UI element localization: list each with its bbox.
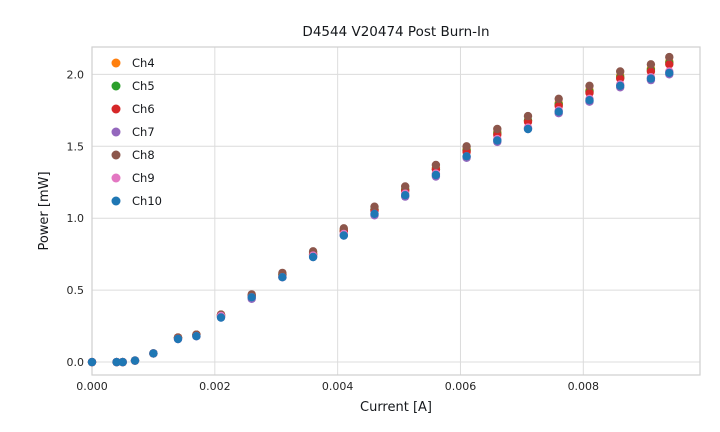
chart-title: D4544 V20474 Post Burn-In [302,24,489,40]
data-point-ch10 [149,349,158,358]
data-point-ch8 [431,160,441,170]
data-point-ch10 [339,231,348,240]
y-tick-label: 2.0 [67,68,85,81]
legend-marker-ch9 [111,173,121,183]
data-point-ch10 [616,81,625,91]
data-point-ch8 [493,124,502,134]
data-point-ch10 [370,209,379,219]
plot-border [91,46,701,376]
data-point-ch8 [554,94,563,104]
data-point-ch6 [665,60,674,69]
legend-label-ch10: Ch10 [132,194,162,208]
data-point-ch10 [431,170,441,180]
data-point-ch10 [278,273,287,282]
x-axis-label: Current [A] [360,400,432,415]
data-point-ch10 [247,293,256,302]
data-point-ch10 [118,357,127,367]
data-point-ch10 [173,334,183,344]
legend-marker-ch6 [111,104,121,114]
legend-marker-ch10 [111,196,121,206]
data-point-ch10 [554,107,563,116]
y-tick-label: 0.5 [67,284,85,297]
data-point-ch10 [585,96,594,105]
data-point-ch8 [665,52,674,62]
legend-marker-ch5 [111,81,121,91]
data-point-ch10 [112,357,121,367]
x-tick-label: 0.000 [76,380,108,393]
data-point-ch10 [87,357,97,367]
data-point-ch10 [493,136,502,145]
data-point-ch8 [616,67,625,76]
legend-label-ch9: Ch9 [132,171,155,185]
data-point-ch8 [523,111,533,121]
legend-label-ch7: Ch7 [132,125,155,139]
data-point-ch6 [585,88,594,98]
data-point-ch8 [370,202,379,211]
data-point-ch8 [462,142,471,151]
data-point-ch10 [646,74,656,83]
x-tick-label: 0.002 [199,380,231,393]
legend-label-ch8: Ch8 [132,148,155,162]
data-point-ch10 [216,313,226,322]
y-tick-label: 1.0 [67,212,85,225]
x-tick-label: 0.008 [568,380,600,393]
y-tick-label: 0.0 [67,356,85,369]
data-point-ch10 [462,152,471,161]
data-point-ch10 [523,124,533,134]
x-tick-label: 0.006 [445,380,477,393]
y-tick-label: 1.5 [67,140,85,153]
legend-label-ch6: Ch6 [132,102,155,116]
data-point-ch10 [665,68,674,78]
data-point-ch8 [646,60,656,69]
y-axis-label: Power [mW] [37,171,52,250]
data-point-ch8 [401,182,410,191]
data-point-ch10 [401,191,410,200]
legend-marker-ch8 [111,150,121,160]
legend-label-ch4: Ch4 [132,56,155,70]
x-tick-label: 0.004 [322,380,354,393]
data-point-ch10 [192,332,201,341]
data-point-ch10 [308,252,318,262]
data-point-ch6 [616,74,625,83]
legend-marker-ch4 [111,58,121,68]
data-point-ch10 [130,356,140,365]
legend-label-ch5: Ch5 [132,79,155,93]
data-point-ch8 [585,81,594,91]
legend-marker-ch7 [111,127,121,137]
